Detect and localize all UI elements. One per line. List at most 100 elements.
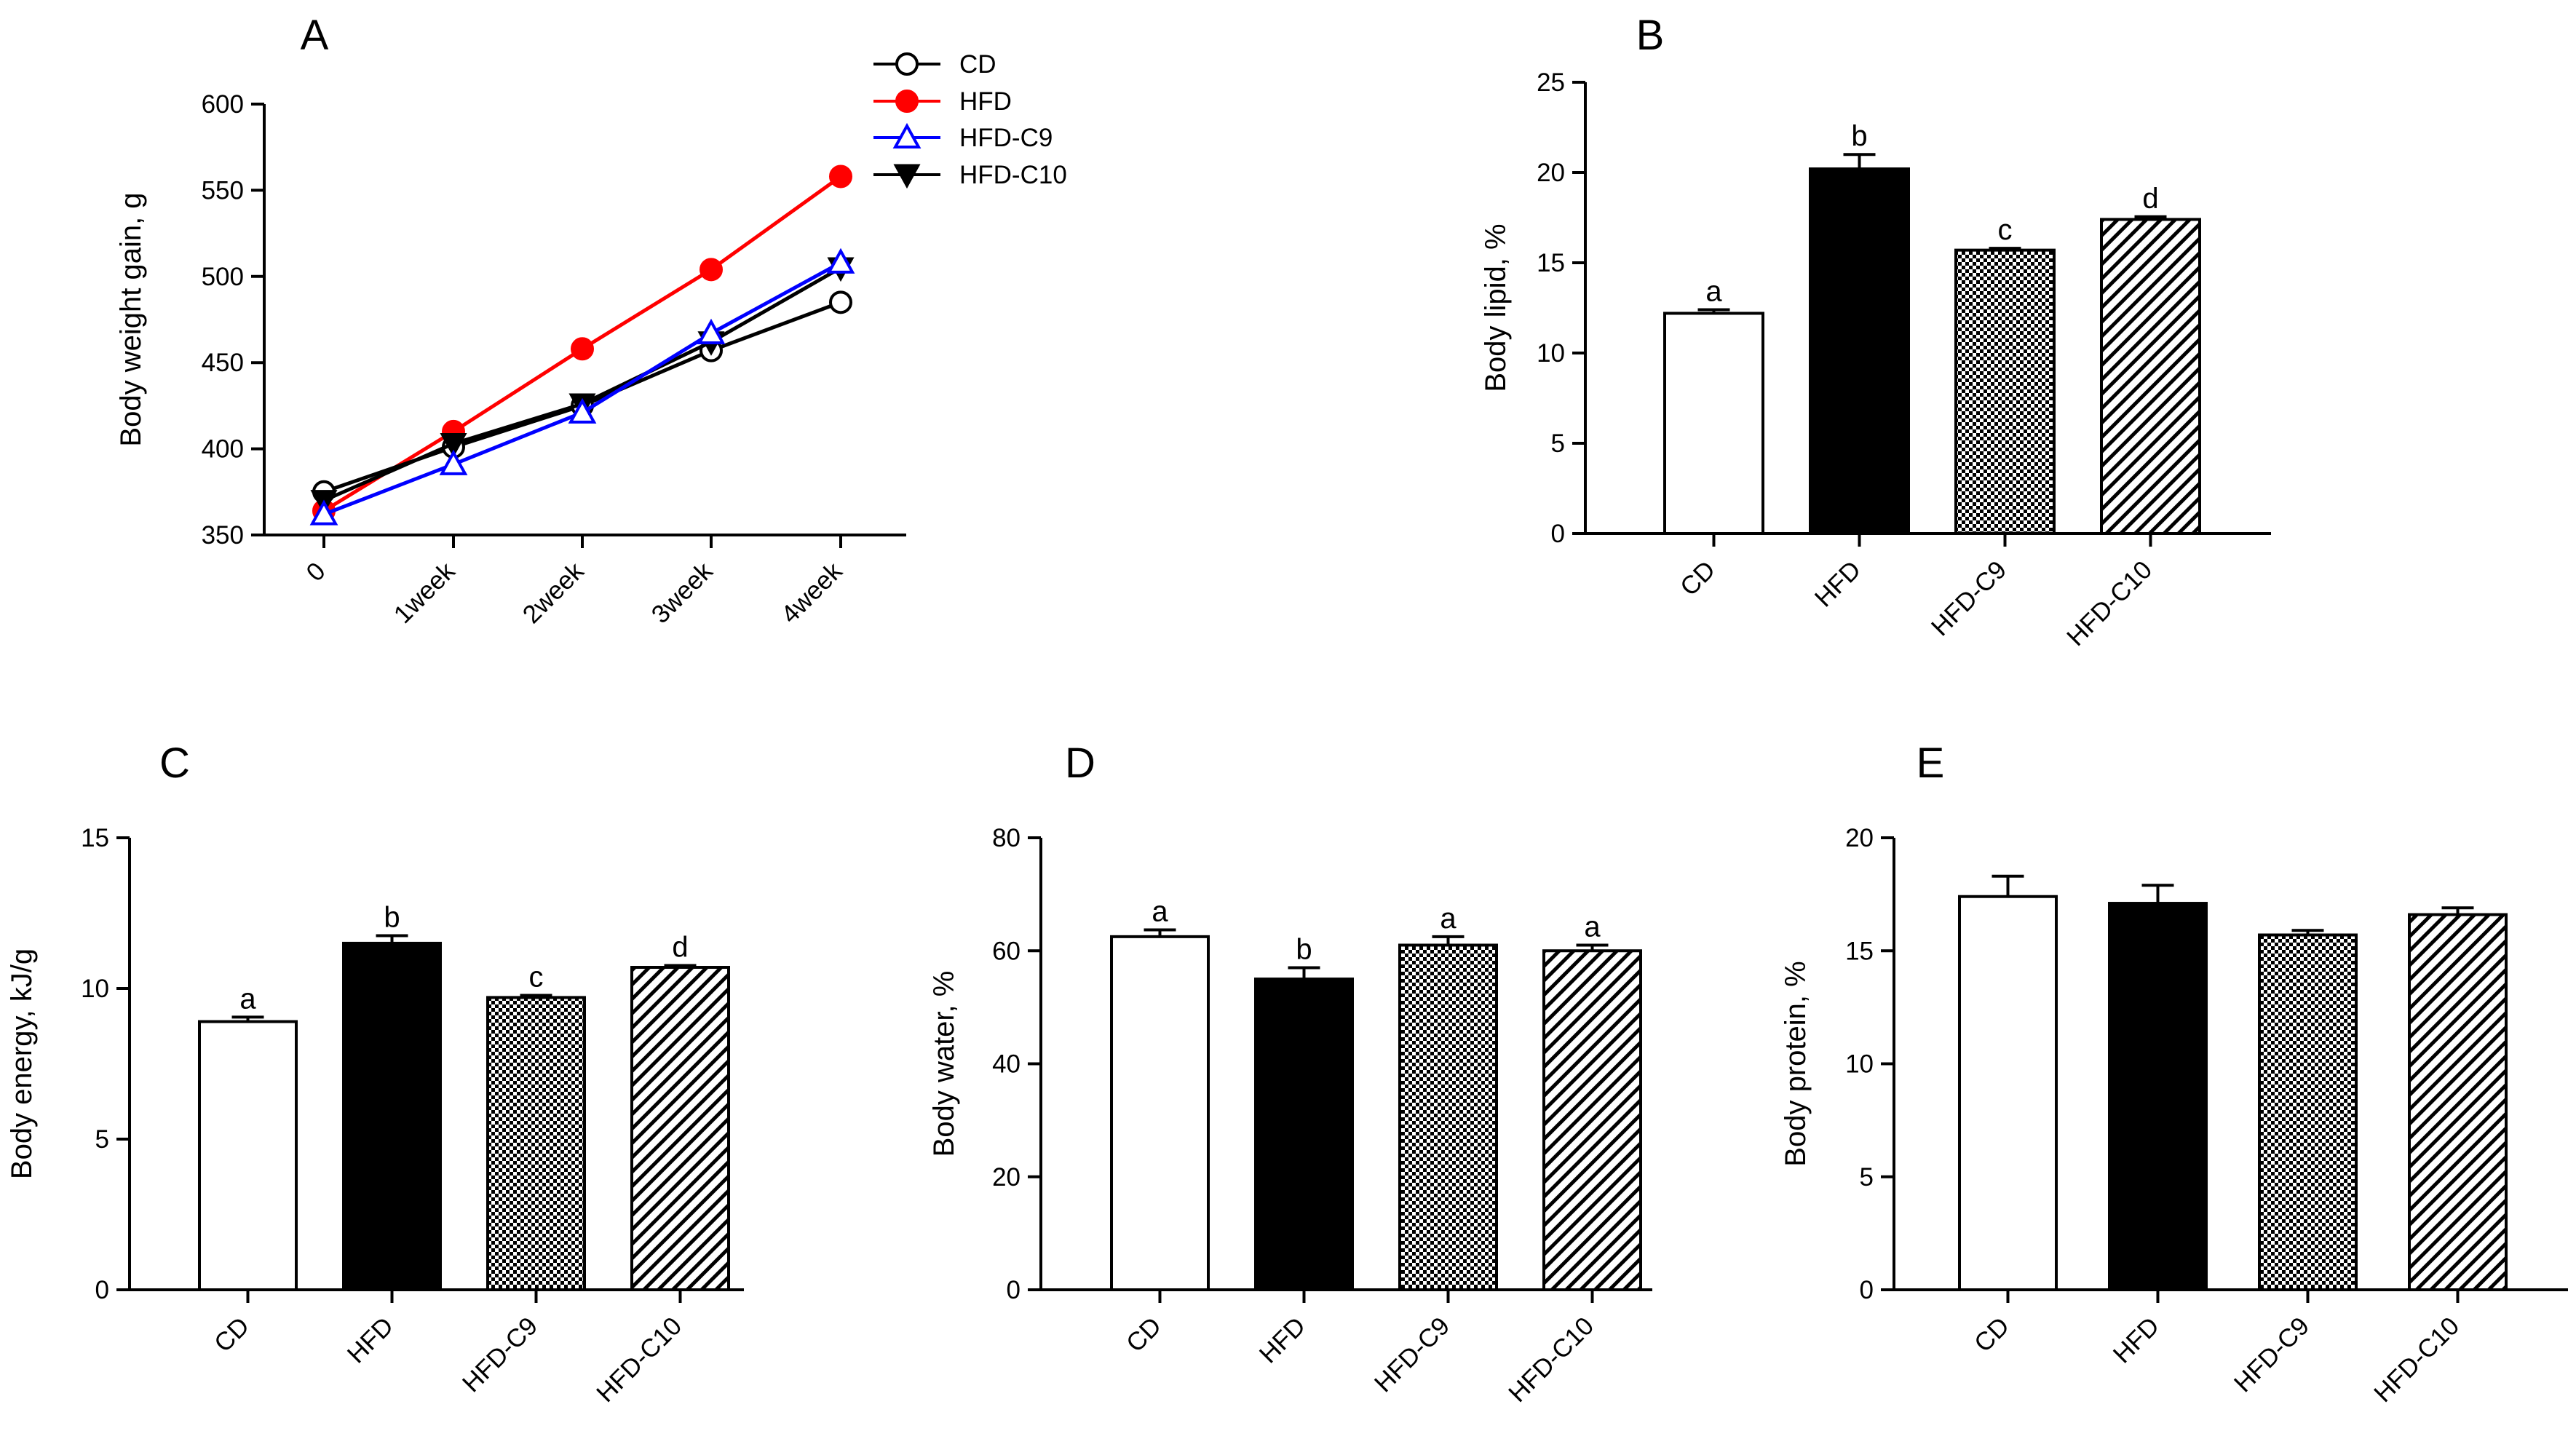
x-category-label: HFD-C9 (1926, 555, 2012, 641)
y-tick-label: 0 (95, 1276, 109, 1304)
significance-label: a (1584, 911, 1601, 943)
significance-label: a (1152, 896, 1168, 928)
y-tick-label: 450 (202, 349, 244, 377)
x-category-label: HFD (1810, 555, 1866, 612)
panel-letter: A (301, 12, 329, 59)
y-axis-title: Body lipid, % (1480, 223, 1512, 392)
series-hfd-c10 (310, 257, 855, 515)
bar-hfd-c9 (486, 996, 586, 1292)
significance-label: a (239, 983, 256, 1015)
y-axis-title: Body weight gain, g (115, 192, 147, 446)
bar-hfd-c10 (2408, 913, 2508, 1291)
significance-label: b (384, 902, 400, 934)
x-category-label: 1week (389, 557, 461, 629)
plot-area: 0 20 40 60 80 Body water, % a CD b HFD a HFD-C9 a HFD… (928, 824, 1652, 1408)
y-axis-title: Body energy, kJ/g (6, 948, 38, 1179)
bar-hfd-c9 (1954, 248, 2056, 535)
panel-d-bar-chart: D 0 20 40 60 80 Body water, % a CD b HFD a HFD-C9 a H… (928, 740, 1652, 1408)
y-tick-label: 80 (992, 824, 1021, 852)
significance-label: b (1296, 934, 1312, 966)
data-point (309, 499, 338, 526)
panel-letter: D (1065, 740, 1095, 787)
y-tick-label: 15 (81, 824, 109, 852)
series-hfd (312, 164, 852, 523)
data-point (568, 397, 597, 424)
panel-a-line-chart: A 350 400 450 500 550 600 Body weight gain, g 0… (115, 12, 1067, 629)
plot-area: 0 5 10 15 20 25 Body lipid, % a CD b HFD c HFD-C9 d HF… (1480, 68, 2271, 651)
panel-b-bar-chart: B 0 5 10 15 20 25 Body lipid, % a CD b HFD c HFD-C9 d… (1480, 12, 2271, 651)
significance-label: a (1440, 903, 1457, 935)
legend-label: CD (959, 50, 996, 79)
data-point (829, 290, 852, 314)
x-category-label: CD (1969, 1312, 2015, 1357)
bar-hfd (1254, 978, 1354, 1291)
y-tick-label: 60 (992, 937, 1021, 965)
legend-label: HFD (959, 87, 1012, 116)
data-point (826, 247, 855, 274)
x-category-label: 3week (646, 557, 718, 629)
x-category-label: CD (1121, 1312, 1167, 1357)
legend-marker-circle-filled (895, 90, 919, 113)
panel-letter: E (1917, 740, 1945, 787)
panel-letter: C (159, 740, 190, 787)
significance-label: d (2142, 183, 2158, 215)
legend: CD HFD HFD-C9 HFD-C10 (873, 50, 1067, 189)
x-category-label: HFD-C10 (1503, 1312, 1599, 1408)
y-tick-label: 10 (1845, 1050, 1874, 1079)
bar-hfd-c10 (1542, 949, 1642, 1291)
y-tick-label: 40 (992, 1050, 1021, 1079)
y-tick-label: 10 (81, 975, 109, 1003)
panel-c-bar-chart: C 0 5 10 15 Body energy, kJ/g a CD b HFD c HFD-C9 d… (6, 740, 744, 1408)
legend-marker-triangle-open (892, 122, 922, 148)
legend-marker-triangle-down (893, 164, 921, 189)
legend-label: HFD-C10 (959, 161, 1067, 189)
x-category-label: HFD (1254, 1312, 1311, 1368)
x-category-label: HFD (342, 1312, 399, 1368)
legend-item-hfd-c9: HFD-C9 (873, 122, 1053, 152)
y-tick-label: 15 (1537, 249, 1565, 277)
x-category-label: CD (209, 1312, 255, 1357)
legend-item-hfd: HFD (873, 87, 1012, 116)
significance-label: c (529, 962, 544, 994)
series-hfd-c9 (309, 247, 855, 526)
legend-marker-circle-open (895, 52, 919, 76)
plot-area: 0 5 10 15 20 Body protein, % CD HFD HFD-C9 HFD-C1… (1780, 824, 2568, 1408)
y-tick-label: 20 (1845, 824, 1874, 852)
legend-item-hfd-c10: HFD-C10 (873, 161, 1067, 189)
y-tick-label: 15 (1845, 937, 1874, 965)
x-category-label: 4week (776, 557, 848, 629)
y-tick-label: 0 (1551, 520, 1565, 548)
data-point (439, 449, 468, 475)
panel-letter: B (1636, 12, 1665, 59)
data-point (700, 258, 723, 282)
bar-hfd-c10 (2100, 218, 2201, 535)
significance-label: b (1851, 120, 1867, 152)
x-category-label: HFD-C10 (591, 1312, 687, 1408)
x-category-label: HFD-C10 (2369, 1312, 2465, 1408)
x-category-label: 0 (301, 557, 330, 587)
bar-hfd-c9 (2258, 933, 2358, 1291)
y-tick-label: 550 (202, 176, 244, 205)
y-tick-label: 350 (202, 521, 244, 550)
y-tick-label: 5 (1551, 429, 1565, 458)
data-point (697, 318, 726, 344)
y-axis-title: Body water, % (928, 971, 960, 1157)
x-category-label: HFD-C9 (2229, 1312, 2315, 1398)
data-point (440, 432, 467, 458)
significance-label: d (672, 932, 688, 964)
bar-hfd (1809, 167, 1910, 535)
y-tick-label: 500 (202, 263, 244, 291)
y-tick-label: 600 (202, 90, 244, 119)
bar-cd (198, 1020, 298, 1292)
bar-cd (1663, 312, 1764, 535)
panel-e-bar-chart: E 0 5 10 15 20 Body protein, % CD HFD HFD-C9 HFD-… (1780, 740, 2568, 1408)
y-tick-label: 5 (95, 1125, 109, 1154)
y-tick-label: 20 (992, 1163, 1021, 1192)
significance-label: c (1998, 214, 2013, 246)
plot-area: 350 400 450 500 550 600 Body weight gain, g 0 1w… (115, 90, 906, 629)
bar-cd (1110, 935, 1210, 1291)
bar-hfd (2108, 902, 2208, 1292)
y-axis-title: Body protein, % (1780, 961, 1812, 1166)
data-point (829, 164, 852, 189)
